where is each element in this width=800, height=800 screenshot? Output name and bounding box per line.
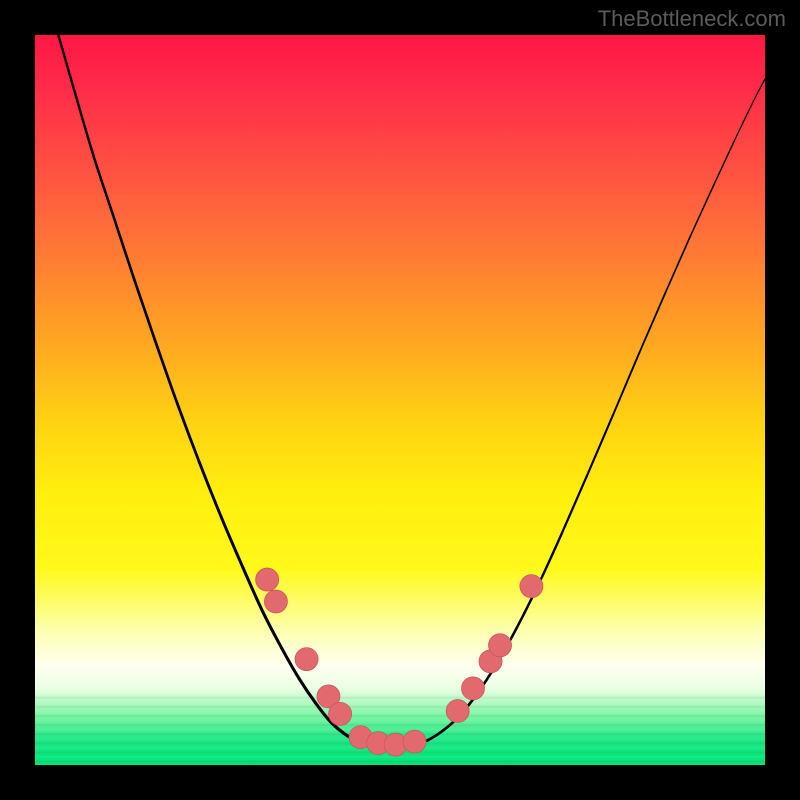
chart-stage: TheBottleneck.com xyxy=(0,0,800,800)
marker-dot xyxy=(329,702,352,725)
marker-dot xyxy=(489,634,512,657)
marker-dot xyxy=(264,590,287,613)
watermark-text: TheBottleneck.com xyxy=(598,6,786,32)
gradient-background xyxy=(35,35,765,765)
marker-dot xyxy=(295,648,318,671)
marker-dot xyxy=(256,568,279,591)
marker-dot xyxy=(403,730,426,753)
chart-svg xyxy=(0,0,800,800)
marker-dot xyxy=(520,575,543,598)
marker-dot xyxy=(446,699,469,722)
marker-dot xyxy=(462,677,485,700)
